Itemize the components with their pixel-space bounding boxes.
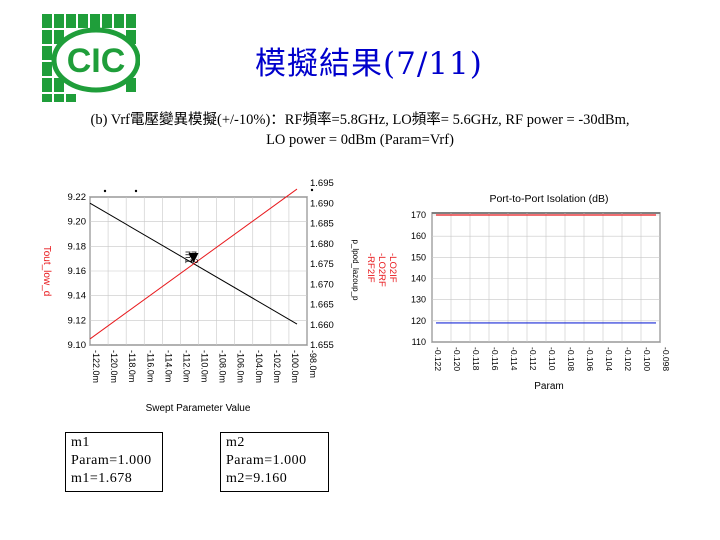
cic-logo: CIC	[42, 14, 140, 102]
right-y-tick-label: 170	[411, 210, 426, 220]
left-y-tick-label: 9.18	[68, 241, 87, 252]
right-y-tick-label: 1.680	[310, 239, 334, 250]
top-dot	[310, 188, 314, 192]
left-y-tick-label: 9.14	[68, 291, 87, 302]
left-x-tick-label: -120.0m	[109, 350, 119, 383]
left-x-tick-label: -116.0m	[145, 350, 155, 382]
right-x-tick-label: -0.106	[585, 347, 595, 371]
marker-param: Param=1.000	[226, 453, 307, 468]
left-x-tick-label: -114.0m	[163, 350, 173, 382]
subtitle: (b) Vrf電壓變異模擬(+/-10%)：RF頻率=5.8GHz, LO頻率=…	[0, 110, 720, 150]
right-x-tick-label: -0.120	[452, 347, 462, 371]
marker-name: m1	[71, 435, 90, 450]
right-x-tick-label: -0.108	[566, 347, 576, 371]
logo-text: CIC	[67, 42, 126, 80]
right-x-tick-label: -0.102	[623, 347, 633, 371]
right-y-tick-label: 1.675	[310, 259, 334, 270]
marker-value: m1=1.678	[71, 471, 133, 486]
marker-label-m1: m1	[184, 251, 194, 264]
legend-item: -RF2IF	[365, 253, 376, 283]
left-x-tick-label: -100.0m	[290, 350, 300, 383]
left-x-tick-label: -98.0m	[308, 350, 318, 378]
left-x-axis-label: Swept Parameter Value	[146, 403, 251, 414]
top-dot	[134, 189, 138, 193]
subtitle-line-2: LO power = 0dBm (Param=Vrf)	[266, 132, 454, 148]
left-x-tick-label: -122.0m	[91, 350, 101, 383]
right-y-tick-label: 160	[411, 231, 426, 241]
left-y-tick-label: 9.22	[68, 192, 87, 203]
right-y-tick-label: 1.660	[310, 320, 334, 331]
right-chart-title: Port-to-Port Isolation (dB)	[489, 193, 608, 205]
right-y-tick-label: 1.670	[310, 279, 334, 290]
right-y-tick-label: 1.690	[310, 198, 334, 209]
marker-value: m2=9.160	[226, 471, 288, 486]
right-y-tick-label: 1.695	[310, 178, 334, 189]
page-title: 模擬結果(7/11)	[255, 46, 483, 82]
right-x-tick-label: -0.114	[509, 347, 519, 371]
right-x-tick-label: -0.122	[433, 347, 443, 371]
left-y-tick-label: 9.20	[68, 217, 87, 228]
right-y-tick-label: 130	[411, 295, 426, 305]
right-y-tick-label: 110	[412, 337, 426, 347]
right-y-tick-label: 1.655	[310, 340, 334, 351]
subtitle-line-1: (b) Vrf電壓變異模擬(+/-10%)：RF頻率=5.8GHz, LO頻率=…	[90, 112, 630, 128]
legend-item: -LO2RF	[376, 253, 387, 287]
right-x-axis-label: Param	[534, 381, 563, 392]
marker-param: Param=1.000	[71, 453, 152, 468]
left-y-tick-label: 9.16	[68, 266, 87, 277]
left-x-tick-label: -106.0m	[236, 350, 246, 383]
marker-label-m2: m2	[190, 251, 200, 264]
right-y-tick-label: 1.685	[310, 219, 334, 230]
legend-item: -LO2IF	[387, 253, 398, 283]
marker-box-m1: m1 Param=1.000 m1=1.678	[65, 432, 163, 492]
left-x-tick-label: -112.0m	[181, 350, 191, 382]
right-x-tick-label: -0.112	[528, 347, 538, 371]
left-y-tick-label: 9.10	[68, 340, 87, 351]
left-x-tick-label: -104.0m	[254, 350, 264, 383]
left-x-tick-label: -108.0m	[218, 350, 228, 383]
right-y-tick-label: 140	[411, 274, 426, 284]
right-y-tick-label: 150	[411, 252, 426, 262]
right-y-tick-label: 1.665	[310, 300, 334, 311]
marker-triangle	[188, 253, 199, 263]
marker-name: m2	[226, 435, 245, 450]
right-y-tick-label: 120	[411, 316, 426, 326]
right-y-axis-label: p_lpod_lazoup_p	[351, 240, 360, 301]
left-x-tick-label: -102.0m	[272, 350, 282, 383]
right-x-tick-label: -0.100	[642, 347, 652, 371]
right-x-tick-label: -0.110	[547, 347, 557, 371]
right-x-tick-label: -0.098	[661, 347, 671, 371]
left-x-tick-label: -110.0m	[200, 350, 210, 382]
left-x-tick-label: -118.0m	[127, 350, 137, 382]
series-line-red	[89, 188, 298, 340]
top-dot	[103, 189, 107, 193]
marker-box-m2: m2 Param=1.000 m2=9.160	[220, 432, 329, 492]
left-y-tick-label: 9.12	[68, 315, 87, 326]
right-x-tick-label: -0.116	[490, 347, 500, 371]
right-x-tick-label: -0.104	[604, 347, 614, 371]
right-x-tick-label: -0.118	[471, 347, 481, 371]
left-y-axis-label: Tout_low_d	[41, 246, 52, 297]
